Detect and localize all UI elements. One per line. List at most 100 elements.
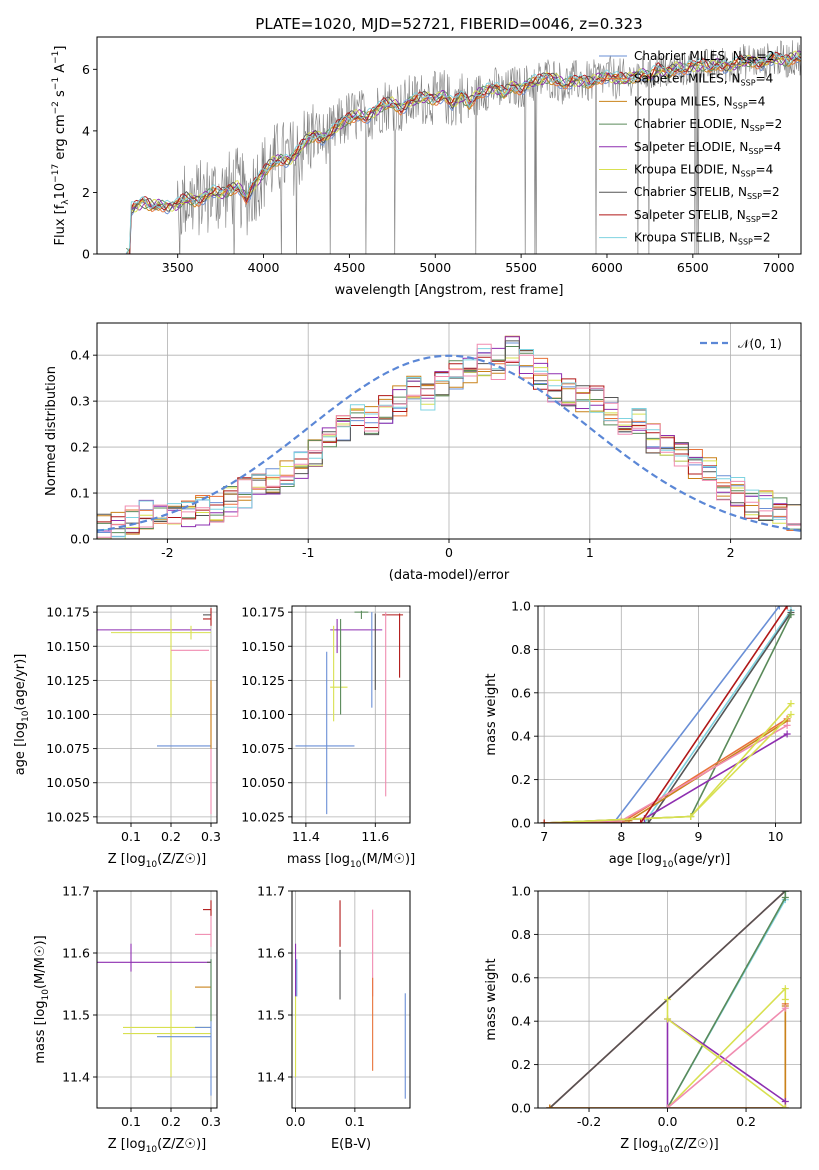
panel-mass-vs-Z: 0.1 0.2 0.3 11.4 11.5 11.6 11.7 Z [log10(Z/Z☉)]… — [33, 884, 221, 1156]
legend-entry: Salpeter ELODIE, NSSP=4 — [634, 140, 781, 156]
weight-marker — [787, 700, 795, 708]
legend-entry: Chabrier STELIB, NSSP=2 — [634, 185, 780, 201]
x-tick-label: 8 — [617, 829, 625, 844]
y-tick-label: 11.6 — [257, 946, 285, 961]
panel-age-vs-mass: 11.4 11.6 10.025 10.050 10.075 10.100 10.125 10… — [241, 605, 415, 870]
weight-marker — [783, 730, 791, 738]
error-bar-point — [203, 608, 212, 626]
histogram-series — [97, 348, 801, 538]
weight-marker — [664, 996, 672, 1003]
legend-entry: Kroupa ELODIE, NSSP=4 — [634, 163, 773, 179]
y-tick-label: 10.100 — [46, 707, 90, 722]
weight-marker — [781, 894, 789, 902]
weight-line — [549, 1006, 787, 1108]
weight-marker — [781, 891, 789, 895]
x-tick-label: 5000 — [419, 260, 451, 275]
weight-marker — [664, 1015, 672, 1023]
y-tick-label: 0 — [82, 247, 90, 262]
y-tick-label: 10.050 — [241, 775, 285, 790]
x-tick-label: 0.2 — [161, 829, 181, 844]
weight-marker — [540, 819, 548, 823]
x-tick-label: 3500 — [162, 260, 194, 275]
axes-frame — [291, 890, 411, 1109]
y-tick-label: 0.4 — [511, 729, 531, 744]
error-bar-point — [295, 651, 355, 815]
panel-weight-vs-Z: -0.2 0.0 0.2 0.0 0.2 0.4 0.6 0.8 1.0 Z [log10(Z/Z… — [484, 884, 802, 1155]
y-tick-label: 0.2 — [511, 1057, 531, 1072]
x-axis-label: wavelength [Angstrom, rest frame] — [335, 283, 564, 298]
weight-marker — [781, 1004, 789, 1012]
legend-entry: Chabrier ELODIE, NSSP=2 — [634, 117, 782, 133]
x-tick-label: 0.1 — [121, 1114, 141, 1129]
error-bar-point — [203, 900, 212, 916]
x-tick-label: 4500 — [334, 260, 366, 275]
x-tick-label: 0.1 — [121, 829, 141, 844]
y-tick-label: 11.7 — [257, 884, 285, 899]
error-bar-point — [354, 610, 369, 619]
y-tick-label: 11.5 — [257, 1008, 285, 1023]
weight-marker — [617, 817, 625, 823]
y-tick-label: 0.3 — [70, 394, 90, 409]
y-tick-label: 1.0 — [511, 884, 531, 899]
y-tick-label: 0.0 — [511, 816, 531, 831]
legend-entry: Kroupa STELIB, NSSP=2 — [634, 231, 771, 247]
y-tick-label: 10.175 — [241, 605, 285, 620]
panel-age-vs-Z: 0.1 0.2 0.3 10.025 10.050 10.075 10.100 10.125 1… — [13, 605, 221, 870]
weight-line — [544, 606, 788, 823]
y-tick-label: 11.5 — [62, 1008, 90, 1023]
y-tick-label: 11.4 — [62, 1070, 90, 1085]
legend: Chabrier MILES, NSSP=2 Salpeter MILES, NS… — [599, 49, 782, 247]
weight-marker — [783, 721, 791, 729]
y-tick-label: 10.125 — [46, 673, 90, 688]
y-axis-label: mass weight — [484, 958, 499, 1040]
x-tick-label: 4000 — [248, 260, 280, 275]
axes-frame — [537, 890, 802, 1109]
weight-marker — [687, 812, 695, 820]
x-axis-label: age [log10(age/yr)] — [609, 852, 731, 870]
y-tick-label: 6 — [82, 62, 90, 77]
observed-spectrum — [126, 40, 801, 254]
y-tick-label: 0.0 — [70, 532, 90, 547]
weight-marker — [781, 985, 789, 993]
y-tick-label: 11.4 — [257, 1070, 285, 1085]
legend-entry: 𝒩(0, 1) — [738, 337, 782, 351]
weight-marker — [787, 711, 795, 718]
plot-area — [540, 606, 795, 823]
y-tick-label: 2 — [82, 185, 90, 200]
plot-area — [97, 335, 801, 539]
x-tick-label: 10 — [768, 829, 784, 844]
y-tick-label: 10.150 — [241, 639, 285, 654]
plot-area — [97, 900, 212, 1096]
x-tick-label: 0.1 — [345, 1114, 365, 1129]
y-tick-label: 10.125 — [241, 673, 285, 688]
model-spectrum-line — [125, 51, 801, 254]
legend-entry: Salpeter MILES, NSSP=4 — [634, 72, 773, 88]
y-axis-label: mass weight — [484, 673, 499, 755]
y-tick-label: 0.6 — [511, 685, 531, 700]
y-tick-label: 11.6 — [62, 946, 90, 961]
x-tick-label: 0.3 — [201, 1114, 221, 1129]
y-tick-label: 0.8 — [511, 642, 531, 657]
error-bar-point — [330, 625, 348, 722]
plot-area — [546, 891, 789, 1108]
x-tick-label: 6000 — [591, 260, 623, 275]
gaussian-curve — [97, 354, 801, 532]
axes-frame — [96, 36, 802, 255]
y-tick-label: 10.150 — [46, 639, 90, 654]
plot-area — [295, 900, 406, 1099]
weight-marker — [637, 819, 645, 823]
y-tick-label: 0.4 — [511, 1014, 531, 1029]
y-tick-label: 10.075 — [241, 741, 285, 756]
y-tick-label: 10.025 — [241, 809, 285, 824]
weight-line — [544, 609, 792, 823]
y-axis-label: Flux [fλ10−17 erg cm−2 s−1 A−1] — [51, 46, 71, 246]
weight-marker — [644, 819, 652, 823]
plot-area — [125, 40, 801, 254]
y-tick-label: 10.175 — [46, 605, 90, 620]
x-tick-label: 11.4 — [292, 829, 320, 844]
weight-marker — [781, 1104, 789, 1108]
x-tick-label: 11.6 — [361, 829, 389, 844]
axes-frame — [96, 890, 218, 1109]
y-tick-label: 0.1 — [70, 486, 90, 501]
